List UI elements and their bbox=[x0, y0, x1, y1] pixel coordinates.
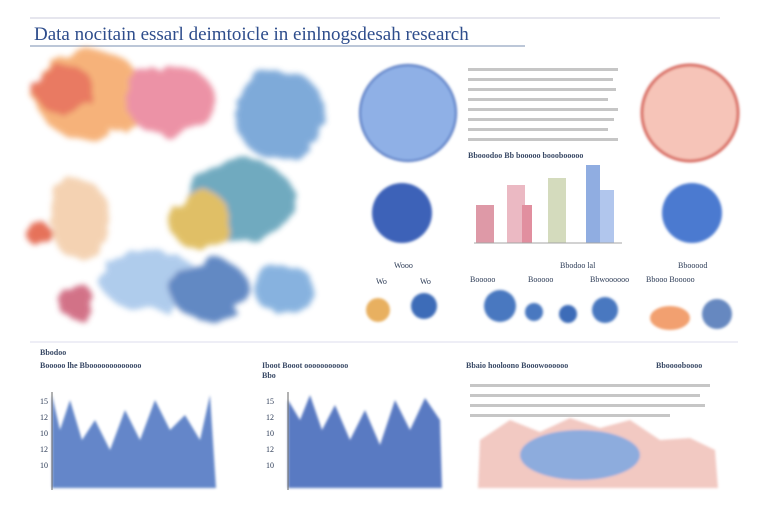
label: Booooo bbox=[470, 275, 495, 284]
labels: Wooo Wo Wo Booooo Booooo Bbodoo lal Bbwo… bbox=[376, 261, 707, 286]
axis-label: 10 bbox=[266, 461, 274, 470]
label: Wo bbox=[376, 277, 387, 286]
label: Wo bbox=[420, 277, 431, 286]
heading: Bbooodoo Bb booooo booobooooo bbox=[468, 151, 583, 160]
label: Bbodoo lal bbox=[560, 261, 596, 270]
axis-label: 15 bbox=[40, 397, 48, 406]
circle bbox=[359, 64, 457, 162]
heading: Booooo lhe Bbooooooooooooo bbox=[40, 361, 141, 370]
heading: Iboot Booot ooooooooooo bbox=[262, 361, 348, 370]
axis-label: 10 bbox=[40, 429, 48, 438]
paragraph bbox=[468, 68, 710, 417]
axis-label: 10 bbox=[266, 429, 274, 438]
circle bbox=[372, 183, 432, 243]
bar-chart bbox=[474, 165, 622, 244]
area-chart bbox=[52, 395, 718, 488]
axis-label: 15 bbox=[266, 397, 274, 406]
circle bbox=[640, 63, 740, 163]
label: Bbooo Booooo bbox=[646, 275, 695, 284]
label: Wooo bbox=[394, 261, 413, 270]
heading: Bbo bbox=[262, 371, 276, 380]
watercolor-map bbox=[28, 50, 325, 320]
blobs bbox=[366, 290, 732, 330]
heading: Bbooooboooo bbox=[656, 361, 702, 370]
label: Booooo bbox=[528, 275, 553, 284]
axis-label: 12 bbox=[40, 445, 48, 454]
heading: Bbodoo bbox=[40, 348, 66, 357]
label: Bbwoooooo bbox=[590, 275, 629, 284]
axis-label: 12 bbox=[266, 413, 274, 422]
axis-label: 10 bbox=[40, 461, 48, 470]
label: Bbooood bbox=[678, 261, 707, 270]
axis-label: 12 bbox=[40, 413, 48, 422]
title: Data nocitain essarl deimtoicle in einln… bbox=[34, 24, 469, 45]
heading: Bbaio hooloono Booowoooooo bbox=[466, 361, 568, 370]
circle bbox=[662, 183, 722, 243]
axis-label: 12 bbox=[266, 445, 274, 454]
